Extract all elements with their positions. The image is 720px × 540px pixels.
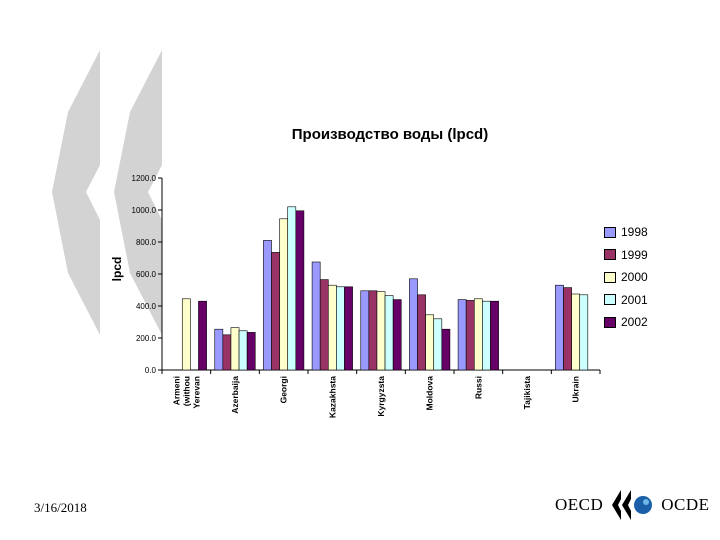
- bar-2000: [425, 314, 435, 371]
- bar-1999: [319, 279, 329, 371]
- bar-2001: [482, 300, 491, 371]
- bar-1999: [271, 252, 280, 371]
- bar-1999: [368, 290, 378, 371]
- bar-2002: [344, 286, 353, 371]
- bar-1999: [417, 294, 426, 371]
- x-category-label: Azerbaija: [230, 376, 240, 414]
- bar-1998: [555, 284, 564, 371]
- x-category-label: Kazakhsta: [327, 376, 337, 418]
- x-category-label: Armeni: [171, 376, 181, 405]
- bar-1999: [465, 300, 475, 371]
- bar-2001: [579, 294, 589, 371]
- legend-swatch: [604, 226, 616, 238]
- legend-label: 2002: [621, 315, 648, 330]
- bar-1998: [214, 328, 224, 371]
- bar-1999: [563, 287, 572, 371]
- bar-2002: [490, 300, 499, 371]
- legend-item-1998: 1998: [604, 221, 648, 244]
- y-tick-label: 0.0: [145, 366, 157, 375]
- bar-2000: [230, 327, 240, 371]
- left-chevron-shape: [52, 50, 100, 335]
- bar-2002: [198, 300, 207, 371]
- slide-date: 3/16/2018: [34, 500, 87, 515]
- oecd-logo: OECD OCDE: [555, 490, 710, 520]
- bar-2000: [473, 298, 483, 371]
- legend-swatch: [604, 249, 616, 261]
- oecd-emblem-icon: [612, 490, 653, 520]
- legend-label: 1999: [621, 247, 648, 262]
- legend-item-2002: 2002: [604, 311, 648, 334]
- logo-text-ocde: OCDE: [661, 495, 710, 514]
- bar-2000: [327, 284, 337, 371]
- bar-2000: [376, 291, 386, 371]
- legend-label: 2001: [621, 292, 648, 307]
- bar-2002: [441, 328, 451, 371]
- bar-2001: [384, 295, 394, 371]
- bar-2002: [392, 299, 402, 371]
- y-tick-label: 1000.0: [132, 206, 157, 215]
- bar-1998: [457, 299, 467, 371]
- logo-text-oecd: OECD: [555, 495, 604, 514]
- y-tick-label: 800.0: [136, 238, 157, 247]
- bar-2002: [246, 332, 256, 371]
- bar-2000: [181, 298, 191, 371]
- legend-item-2000: 2000: [604, 266, 648, 289]
- y-tick-label: 1200.0: [132, 174, 157, 183]
- x-category-label: Moldova: [425, 376, 435, 411]
- bar-1998: [409, 278, 418, 371]
- legend-item-1999: 1999: [604, 244, 648, 267]
- legend-label: 2000: [621, 270, 648, 285]
- bar-2001: [287, 206, 297, 371]
- bar-2001: [433, 318, 443, 371]
- x-category-label: Kyrgyzsta: [376, 376, 386, 417]
- y-tick-label: 600.0: [136, 270, 157, 279]
- bar-1999: [222, 334, 232, 371]
- bar-1998: [311, 261, 321, 371]
- x-category-label: Georgi: [279, 376, 289, 403]
- chart-legend: 1998 1999 2000 2001 2002: [604, 221, 648, 334]
- bar-2001: [336, 286, 345, 371]
- legend-label: 1998: [621, 225, 648, 240]
- x-category-label: (withou: [181, 376, 191, 406]
- bar-2002: [295, 210, 305, 371]
- x-category-label: Russi: [473, 376, 483, 399]
- bar-2000: [279, 218, 289, 371]
- legend-swatch: [604, 316, 616, 328]
- legend-swatch: [604, 271, 616, 283]
- legend-item-2001: 2001: [604, 289, 648, 312]
- chart-title: Производство воды (lpcd): [291, 126, 489, 143]
- bar-2000: [571, 293, 581, 371]
- right-chevron-shape: [114, 50, 162, 335]
- y-tick-label: 400.0: [136, 302, 157, 311]
- bar-1998: [263, 240, 272, 371]
- x-category-label: Ukrain: [571, 376, 581, 402]
- x-category-label: Tajikista: [522, 376, 532, 410]
- bar-1998: [360, 290, 370, 371]
- y-tick-label: 200.0: [136, 334, 157, 343]
- x-category-label: Yerevan: [191, 376, 201, 409]
- legend-swatch: [604, 294, 616, 306]
- bar-2001: [238, 330, 248, 371]
